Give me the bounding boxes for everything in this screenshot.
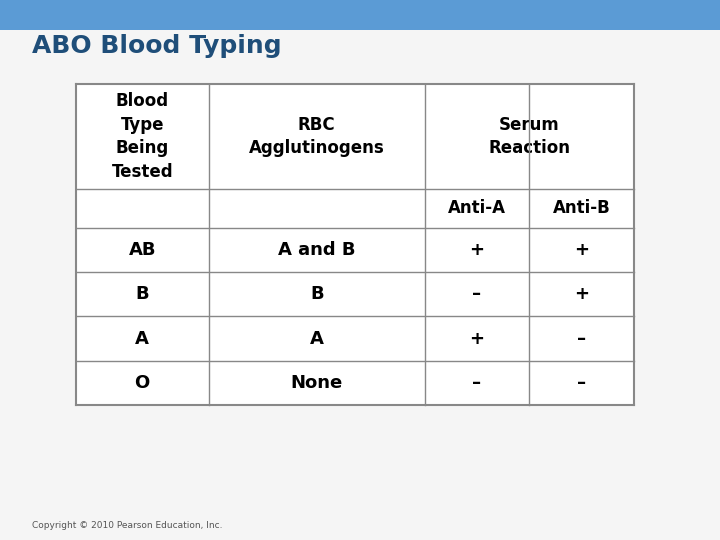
Text: –: – bbox=[577, 374, 586, 392]
Text: Anti-B: Anti-B bbox=[552, 199, 611, 218]
Text: –: – bbox=[577, 329, 586, 348]
Text: +: + bbox=[469, 241, 485, 259]
Text: None: None bbox=[291, 374, 343, 392]
Text: A: A bbox=[135, 329, 149, 348]
Text: –: – bbox=[472, 374, 482, 392]
Text: +: + bbox=[469, 329, 485, 348]
Text: ABO Blood Typing: ABO Blood Typing bbox=[32, 34, 282, 58]
Text: RBC
Agglutinogens: RBC Agglutinogens bbox=[249, 116, 384, 157]
Text: +: + bbox=[574, 285, 589, 303]
Text: O: O bbox=[135, 374, 150, 392]
Text: –: – bbox=[472, 285, 482, 303]
Text: +: + bbox=[574, 241, 589, 259]
Text: Copyright © 2010 Pearson Education, Inc.: Copyright © 2010 Pearson Education, Inc. bbox=[32, 521, 223, 530]
Text: B: B bbox=[135, 285, 149, 303]
Text: B: B bbox=[310, 285, 323, 303]
Text: Blood
Type
Being
Tested: Blood Type Being Tested bbox=[112, 92, 173, 181]
Text: A and B: A and B bbox=[278, 241, 356, 259]
Text: Anti-A: Anti-A bbox=[448, 199, 506, 218]
Text: A: A bbox=[310, 329, 324, 348]
Text: Serum
Reaction: Serum Reaction bbox=[488, 116, 570, 157]
Text: AB: AB bbox=[128, 241, 156, 259]
